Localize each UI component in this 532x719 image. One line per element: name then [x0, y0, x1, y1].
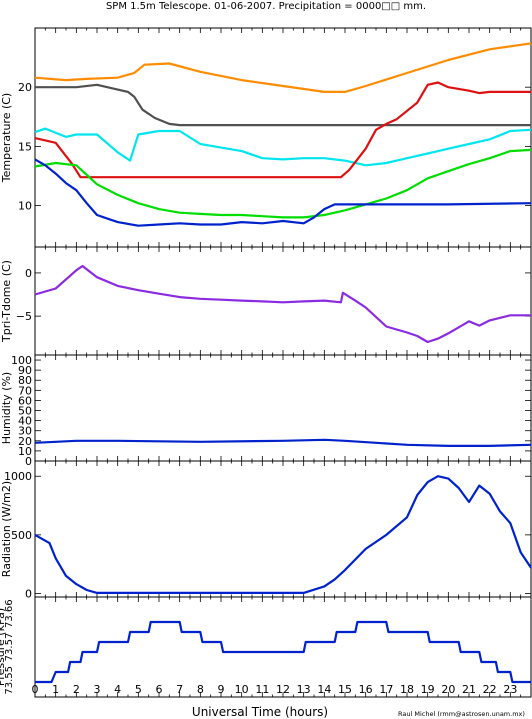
y-tick-label: 50 — [18, 405, 32, 418]
x-tick-label: 1 — [52, 683, 59, 696]
y-tick-label: 20 — [18, 435, 32, 448]
series-line-0 — [34, 475, 532, 595]
x-tick-label: 7 — [176, 683, 183, 696]
x-tick-label: 16 — [359, 683, 373, 696]
y-tick-label: 60 — [18, 394, 32, 407]
x-tick-label: 5 — [135, 683, 142, 696]
series-line-0 — [34, 42, 532, 94]
x-tick-label: 20 — [441, 683, 455, 696]
series-line-0 — [35, 620, 531, 684]
y-tick-label: 70 — [18, 384, 32, 397]
series-line-3 — [34, 81, 531, 179]
x-tick-label: 12 — [276, 683, 290, 696]
x-tick-label: 4 — [114, 683, 121, 696]
series-line-0 — [34, 264, 531, 344]
x-tick-label: 19 — [421, 683, 435, 696]
panel-frame — [34, 460, 532, 598]
figure-title: SPM 1.5m Telescope. 01-06-2007. Precipit… — [106, 1, 426, 12]
panel-1: −5 0 Tpri-Tdome (C) — [0, 246, 532, 356]
x-tick-label: 17 — [379, 683, 393, 696]
y-tick-label: 20 — [18, 81, 32, 94]
y-axis-label: Humidity (%) — [0, 372, 13, 444]
x-tick-label: 23 — [503, 683, 517, 696]
y-tick-label: 0 — [25, 267, 32, 280]
y-axis-label: Radiation (W/m2) — [0, 481, 13, 577]
credit-label: Raul Michel (rmm@astrosen.unam.mx) — [398, 710, 525, 718]
series-line-4 — [34, 148, 532, 219]
x-tick-label: 21 — [462, 683, 476, 696]
x-tick-label: 8 — [197, 683, 204, 696]
x-tick-label: 0 — [32, 683, 39, 696]
x-tick-label: 9 — [218, 683, 225, 696]
y-tick-label: 80 — [18, 374, 32, 387]
x-tick-label: 11 — [255, 683, 269, 696]
x-tick-label: 2 — [73, 683, 80, 696]
x-tick-label: 18 — [400, 683, 414, 696]
x-tick-label: 6 — [156, 683, 163, 696]
panel-frame — [34, 246, 532, 356]
y-tick-label: 100 — [11, 354, 32, 367]
y-tick-label: 0 — [25, 455, 32, 468]
y-tick-label: −5 — [16, 310, 32, 323]
panel-0: 10 15 20 Temperature (C) — [0, 27, 532, 248]
y-tick-label: 500 — [11, 529, 32, 542]
y-tick-label: 73.57 — [4, 633, 15, 662]
y-tick-label: 15 — [18, 140, 32, 153]
panel-frame — [34, 27, 532, 248]
y-tick-label: 30 — [18, 425, 32, 438]
y-tick-label: 1000 — [4, 470, 32, 483]
y-tick-label: 40 — [18, 415, 32, 428]
y-tick-label: 0 — [25, 587, 32, 600]
y-tick-label: 10 — [18, 200, 32, 213]
panel-frame — [34, 596, 532, 698]
y-tick-label: 10 — [18, 445, 32, 458]
x-axis: 0 1 2 3 4 5 6 7 8 9 10 11 12 13 14 15 16 17 18 19 20 21 22 23 — [32, 683, 518, 696]
series-line-5 — [34, 158, 532, 227]
x-axis-label: Universal Time (hours) — [192, 705, 328, 719]
x-tick-label: 14 — [317, 683, 331, 696]
x-tick-label: 13 — [297, 683, 311, 696]
x-tick-label: 10 — [235, 683, 249, 696]
series-line-1 — [35, 83, 531, 127]
x-tick-label: 15 — [338, 683, 352, 696]
y-tick-label: 73.55 — [4, 666, 15, 695]
y-axis-label: Pressure (kPa) — [0, 608, 7, 686]
y-tick-label: 90 — [18, 364, 32, 377]
series-line-0 — [34, 438, 532, 447]
y-tick-label: 73.66 — [4, 599, 15, 628]
y-axis-label: Tpri-Tdome (C) — [0, 260, 13, 343]
x-tick-label: 22 — [483, 683, 497, 696]
y-axis-label: Temperature (C) — [0, 93, 13, 183]
series-line-2 — [34, 127, 532, 167]
x-tick-label: 3 — [94, 683, 101, 696]
